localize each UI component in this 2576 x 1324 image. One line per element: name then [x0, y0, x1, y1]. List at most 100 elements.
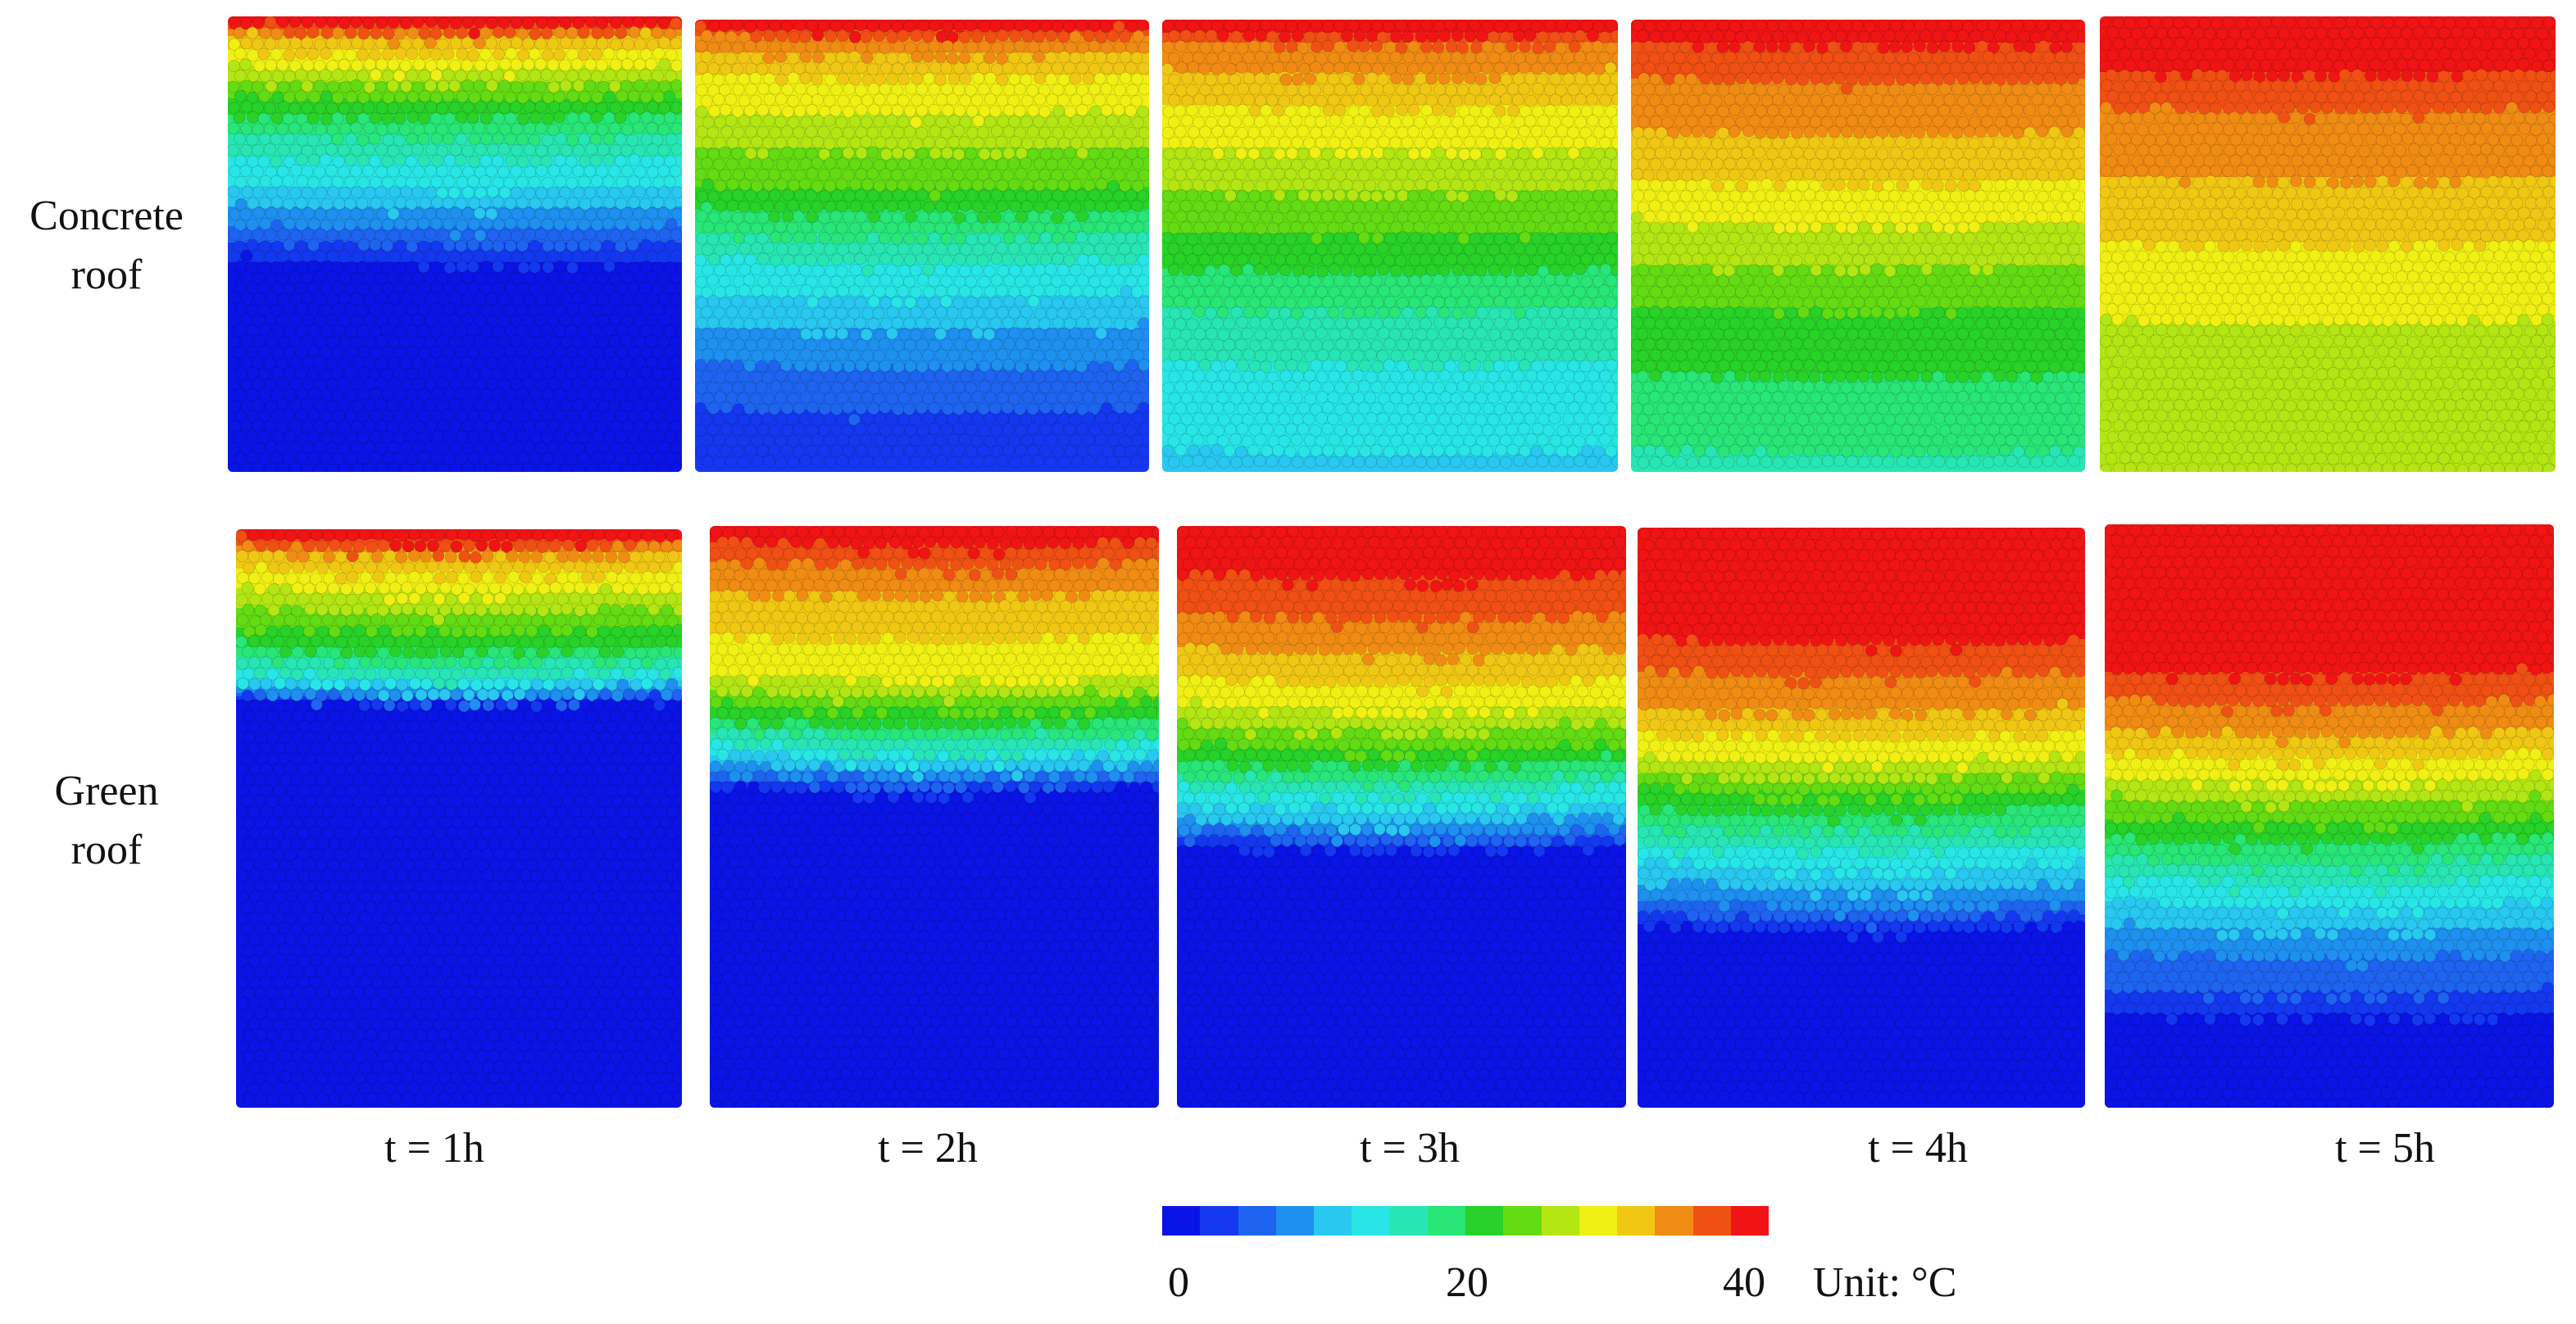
- particle: [806, 103, 819, 116]
- particle: [830, 381, 843, 394]
- particle: [1562, 370, 1575, 383]
- particle: [412, 462, 425, 472]
- particle: [425, 101, 438, 114]
- particle: [387, 121, 400, 134]
- particle: [1167, 116, 1180, 129]
- temperature-band: [228, 98, 682, 102]
- particle: [1290, 114, 1303, 127]
- particle: [388, 376, 401, 389]
- particle: [1075, 423, 1088, 436]
- particle: [332, 431, 345, 444]
- particle: [1543, 252, 1556, 265]
- particle: [534, 100, 547, 113]
- particle: [1474, 179, 1488, 193]
- particle: [824, 179, 837, 193]
- particle: [996, 306, 1009, 319]
- particle: [855, 168, 868, 181]
- particle: [438, 463, 450, 472]
- particle: [1482, 233, 1495, 246]
- particle: [1334, 317, 1347, 330]
- particle: [787, 136, 800, 149]
- particle: [1347, 401, 1360, 415]
- particle: [800, 136, 813, 149]
- particle: [1329, 114, 1342, 127]
- particle: [811, 200, 824, 213]
- particle: [1414, 391, 1427, 404]
- particle: [307, 26, 320, 39]
- particle: [806, 211, 819, 224]
- particle: [774, 306, 787, 319]
- particle: [589, 239, 602, 252]
- particle: [265, 251, 278, 264]
- particle: [953, 252, 966, 265]
- particle: [1027, 316, 1040, 329]
- particle: [381, 302, 394, 315]
- particle: [996, 455, 1009, 468]
- particle: [314, 293, 327, 306]
- particle: [720, 359, 733, 372]
- particle: [1130, 285, 1143, 298]
- particle: [400, 292, 413, 305]
- particle: [1211, 169, 1224, 182]
- particle: [1506, 232, 1519, 245]
- particle: [1056, 263, 1070, 276]
- particle: [1469, 84, 1482, 97]
- particle: [429, 325, 443, 338]
- particle: [897, 242, 910, 255]
- particle: [761, 157, 775, 170]
- particle: [860, 243, 873, 256]
- particle: [972, 243, 985, 256]
- particle: [332, 239, 345, 252]
- particle: [289, 186, 302, 199]
- particle: [652, 409, 665, 422]
- particle: [1052, 84, 1065, 97]
- particle: [1083, 158, 1096, 171]
- particle: [1113, 84, 1126, 97]
- particle: [1039, 61, 1052, 75]
- particle: [1481, 84, 1494, 97]
- particle: [1464, 29, 1477, 43]
- particle: [824, 412, 837, 425]
- particle: [1162, 83, 1175, 96]
- particle: [1130, 455, 1143, 468]
- particle: [1408, 253, 1421, 266]
- particle: [475, 442, 488, 455]
- particle: [264, 399, 277, 412]
- particle: [307, 302, 320, 315]
- particle: [491, 91, 504, 104]
- particle: [350, 441, 363, 454]
- particle: [1229, 370, 1242, 383]
- particle: [990, 252, 1003, 265]
- particle: [417, 324, 430, 337]
- particle: [1193, 51, 1206, 64]
- particle: [284, 430, 297, 443]
- temperature-band: [1162, 246, 1618, 250]
- particle: [1488, 200, 1502, 213]
- particle: [504, 217, 517, 230]
- particle: [233, 111, 246, 124]
- particle: [529, 368, 543, 381]
- particle: [1488, 71, 1502, 84]
- particle: [1274, 253, 1287, 266]
- particle: [271, 324, 284, 337]
- particle: [1415, 178, 1428, 191]
- particle: [971, 137, 984, 150]
- particle: [658, 292, 671, 306]
- particle: [848, 73, 861, 86]
- particle: [1383, 295, 1397, 308]
- particle: [380, 239, 393, 252]
- particle: [628, 261, 641, 274]
- particle: [246, 26, 259, 39]
- particle: [425, 292, 438, 305]
- particle: [566, 197, 579, 210]
- particle: [405, 155, 418, 168]
- particle: [540, 155, 553, 168]
- particle: [1247, 381, 1260, 394]
- particle: [1555, 252, 1568, 265]
- particle: [1064, 41, 1077, 54]
- particle: [614, 240, 627, 253]
- particle: [1020, 285, 1033, 298]
- particle: [429, 27, 443, 40]
- particle: [1384, 169, 1397, 182]
- particle: [861, 94, 874, 107]
